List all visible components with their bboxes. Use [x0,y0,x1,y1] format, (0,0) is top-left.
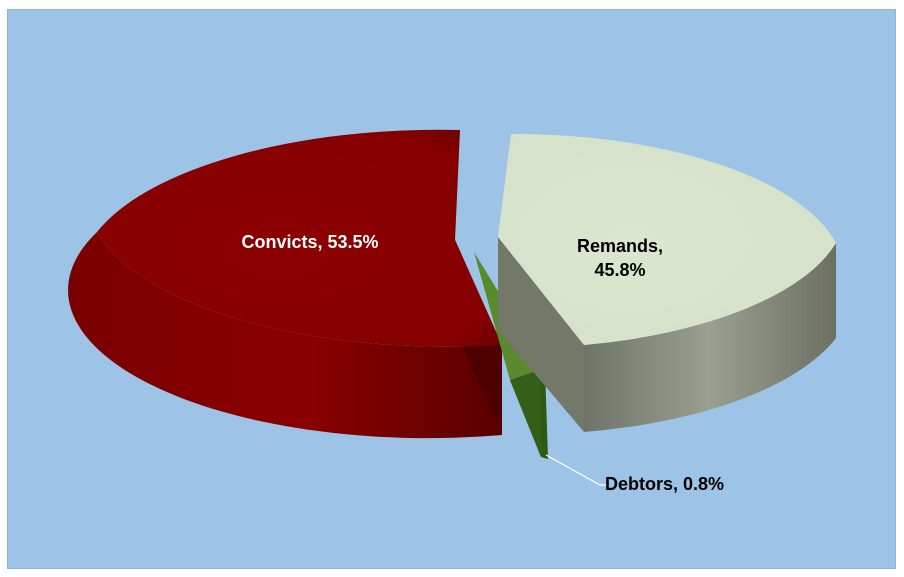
slice-debtors-front [510,367,541,457]
debtors-leader-line [545,454,607,486]
slice-remands [498,133,836,345]
label-remands: Remands, 45.8% [576,236,664,280]
label-convicts: Convicts, 53.5% [241,232,379,252]
slice-remands-side [584,243,836,432]
slice-remands-cut-face [498,237,584,432]
label-debtors: Debtors, 0.8% [605,474,725,494]
slice-convicts-side [68,232,503,439]
slice-convicts [97,129,502,347]
